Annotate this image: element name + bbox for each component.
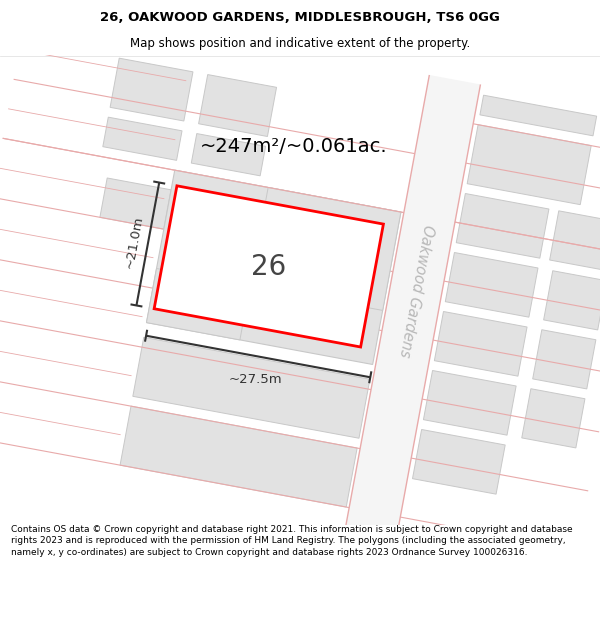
Polygon shape: [413, 429, 505, 494]
Polygon shape: [120, 406, 357, 507]
Polygon shape: [533, 330, 596, 389]
Polygon shape: [550, 211, 600, 271]
Polygon shape: [100, 178, 171, 229]
Polygon shape: [250, 188, 401, 311]
Polygon shape: [467, 125, 591, 204]
Text: 26, OAKWOOD GARDENS, MIDDLESBROUGH, TS6 0GG: 26, OAKWOOD GARDENS, MIDDLESBROUGH, TS6 …: [100, 11, 500, 24]
Text: ~247m²/~0.061ac.: ~247m²/~0.061ac.: [200, 137, 387, 156]
Polygon shape: [445, 253, 538, 317]
Text: ~27.5m: ~27.5m: [228, 373, 282, 386]
Polygon shape: [544, 271, 600, 330]
Polygon shape: [191, 134, 266, 176]
Text: Contains OS data © Crown copyright and database right 2021. This information is : Contains OS data © Crown copyright and d…: [11, 524, 572, 557]
Text: ~21.0m: ~21.0m: [123, 214, 145, 269]
Polygon shape: [154, 186, 383, 347]
Polygon shape: [522, 389, 585, 448]
Text: Map shows position and indicative extent of the property.: Map shows position and indicative extent…: [130, 38, 470, 51]
Text: Oakwood Gardens: Oakwood Gardens: [396, 224, 436, 359]
Polygon shape: [342, 75, 481, 556]
Polygon shape: [424, 371, 516, 435]
Text: 26: 26: [251, 253, 286, 281]
Polygon shape: [199, 74, 277, 136]
Polygon shape: [110, 58, 193, 121]
Polygon shape: [133, 338, 370, 438]
Polygon shape: [146, 269, 250, 340]
Polygon shape: [146, 170, 401, 364]
Polygon shape: [103, 117, 182, 161]
Polygon shape: [480, 95, 596, 136]
Polygon shape: [456, 194, 549, 258]
Polygon shape: [434, 311, 527, 376]
